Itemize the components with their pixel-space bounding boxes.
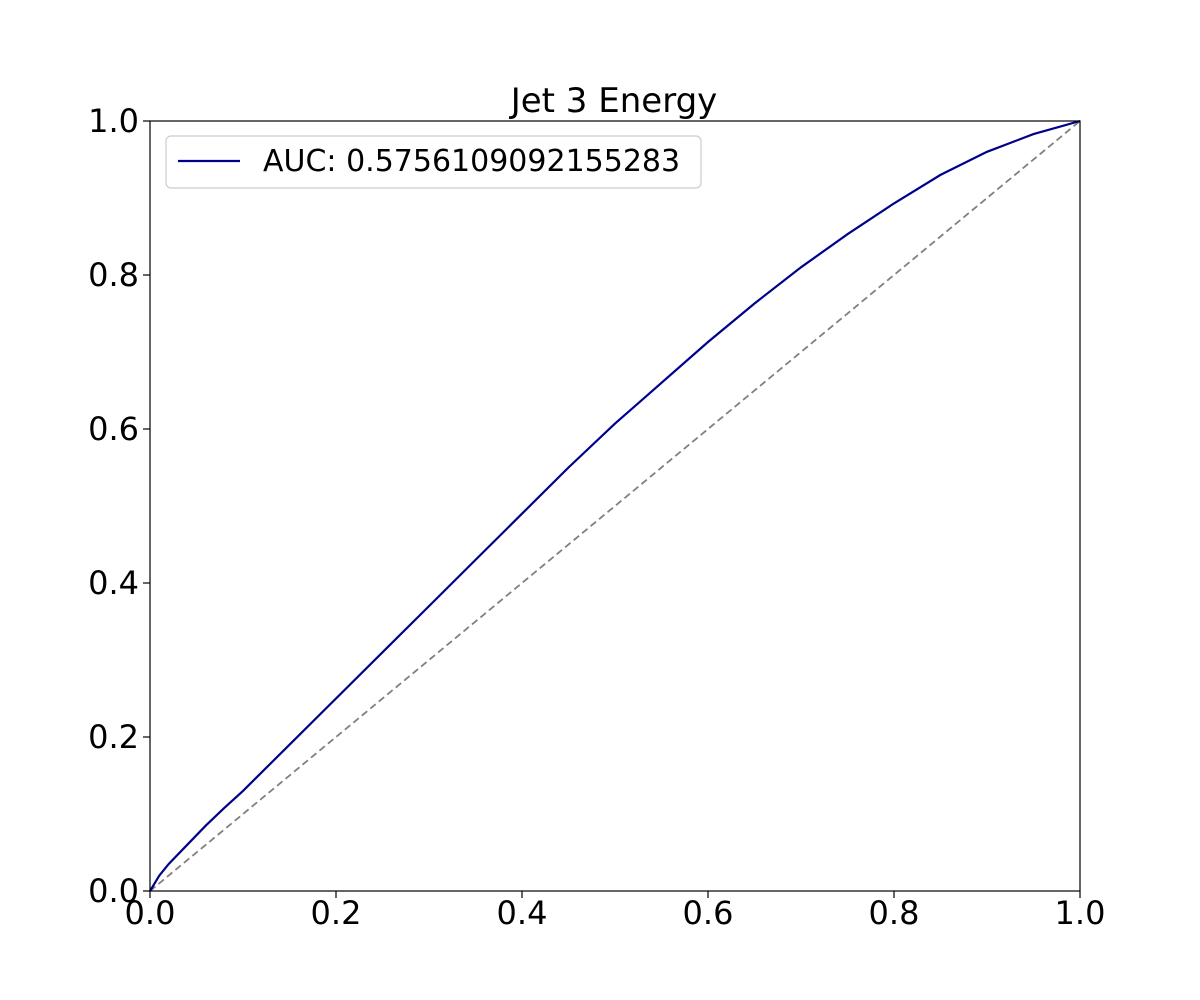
y-tick-label: 0.4 — [88, 564, 139, 602]
y-tick-label: 1.0 — [88, 102, 139, 140]
legend-label: AUC: 0.5756109092155283 — [263, 144, 680, 179]
chance-diagonal-line — [149, 120, 1081, 892]
y-tick-label: 0.6 — [88, 410, 139, 448]
y-tick-label: 0.8 — [88, 256, 139, 294]
y-tick-label: 0.0 — [88, 872, 139, 910]
x-tick-label: 0.2 — [311, 894, 362, 932]
x-tick-label: 0.0 — [125, 894, 176, 932]
y-axis: 0.0 0.2 0.4 0.6 0.8 1.0 — [88, 102, 150, 910]
y-tick-label: 0.2 — [88, 718, 139, 756]
x-axis: 0.0 0.2 0.4 0.6 0.8 1.0 — [125, 891, 1106, 932]
roc-curve-line — [149, 119, 1081, 892]
x-tick-label: 0.4 — [497, 894, 548, 932]
x-tick-label: 0.8 — [869, 894, 920, 932]
x-tick-label: 0.6 — [683, 894, 734, 932]
x-tick-label: 1.0 — [1055, 894, 1106, 932]
chart-title: Jet 3 Energy — [509, 81, 718, 121]
legend-box — [165, 135, 702, 189]
series-layer — [149, 119, 1081, 892]
plot-frame — [149, 120, 1081, 892]
legend: AUC: 0.5756109092155283 — [165, 135, 702, 189]
